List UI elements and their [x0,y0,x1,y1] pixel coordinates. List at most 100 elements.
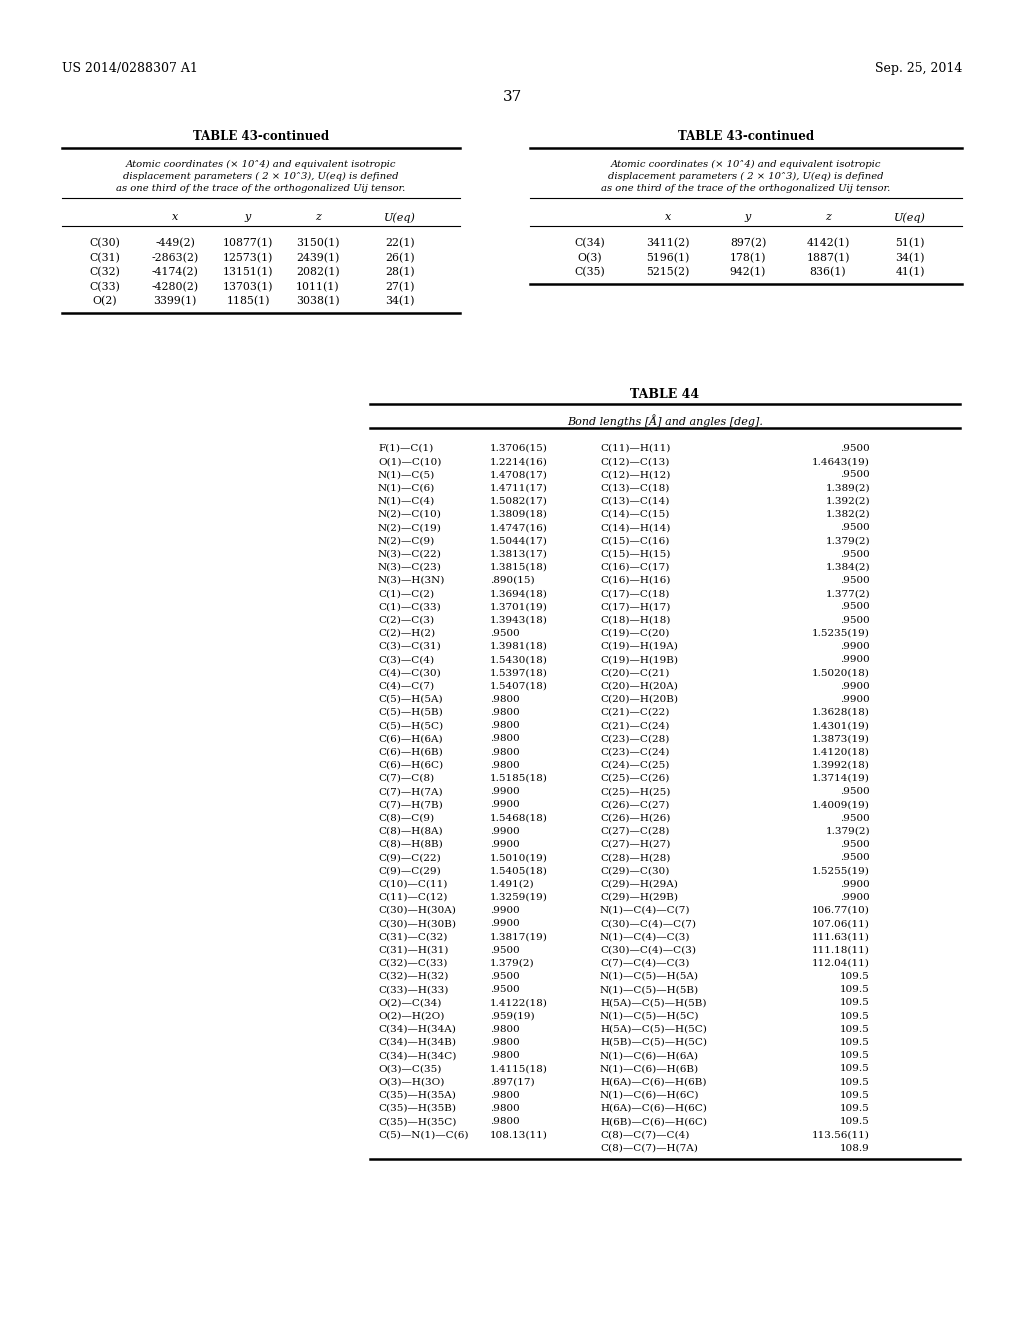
Text: O(3)—C(35): O(3)—C(35) [378,1064,441,1073]
Text: C(13)—C(18): C(13)—C(18) [600,483,670,492]
Text: C(35): C(35) [574,267,605,277]
Text: .9900: .9900 [490,800,520,809]
Text: C(25)—H(25): C(25)—H(25) [600,787,671,796]
Text: 111.18(11): 111.18(11) [812,945,870,954]
Text: Atomic coordinates (× 10˄4) and equivalent isotropic: Atomic coordinates (× 10˄4) and equivale… [126,160,396,169]
Text: C(17)—C(18): C(17)—C(18) [600,589,670,598]
Text: C(14)—C(15): C(14)—C(15) [600,510,670,519]
Text: H(6B)—C(6)—H(6C): H(6B)—C(6)—H(6C) [600,1117,707,1126]
Text: C(31)—C(32): C(31)—C(32) [378,932,447,941]
Text: .9800: .9800 [490,760,520,770]
Text: .9500: .9500 [841,853,870,862]
Text: 1.384(2): 1.384(2) [825,562,870,572]
Text: .9900: .9900 [841,642,870,651]
Text: 109.5: 109.5 [841,1117,870,1126]
Text: 34(1): 34(1) [895,252,925,263]
Text: C(6)—H(6B): C(6)—H(6B) [378,747,442,756]
Text: .9900: .9900 [841,655,870,664]
Text: 1.4747(16): 1.4747(16) [490,523,548,532]
Text: .9500: .9500 [841,787,870,796]
Text: C(23)—C(24): C(23)—C(24) [600,747,670,756]
Text: C(8)—C(7)—C(4): C(8)—C(7)—C(4) [600,1130,689,1139]
Text: y: y [744,213,752,222]
Text: .9900: .9900 [490,906,520,915]
Text: 1887(1): 1887(1) [806,252,850,263]
Text: 1.5468(18): 1.5468(18) [490,813,548,822]
Text: 108.13(11): 108.13(11) [490,1130,548,1139]
Text: 1.392(2): 1.392(2) [825,496,870,506]
Text: 1.3706(15): 1.3706(15) [490,444,548,453]
Text: .9800: .9800 [490,734,520,743]
Text: 1.5185(18): 1.5185(18) [490,774,548,783]
Text: .9800: .9800 [490,708,520,717]
Text: C(7)—H(7B): C(7)—H(7B) [378,800,442,809]
Text: .9500: .9500 [490,972,520,981]
Text: U(eq): U(eq) [384,213,416,223]
Text: C(29)—H(29B): C(29)—H(29B) [600,892,678,902]
Text: .9500: .9500 [841,840,870,849]
Text: C(34)—H(34C): C(34)—H(34C) [378,1051,457,1060]
Text: .9800: .9800 [490,747,520,756]
Text: .9500: .9500 [490,628,520,638]
Text: 1.5235(19): 1.5235(19) [812,628,870,638]
Text: 41(1): 41(1) [895,267,925,277]
Text: C(21)—C(22): C(21)—C(22) [600,708,670,717]
Text: x: x [172,213,178,222]
Text: C(9)—C(29): C(9)—C(29) [378,866,440,875]
Text: .9500: .9500 [490,945,520,954]
Text: C(19)—H(19A): C(19)—H(19A) [600,642,678,651]
Text: .9800: .9800 [490,1104,520,1113]
Text: N(3)—C(23): N(3)—C(23) [378,562,442,572]
Text: .9900: .9900 [841,681,870,690]
Text: 3399(1): 3399(1) [154,296,197,306]
Text: C(5)—H(5A): C(5)—H(5A) [378,694,442,704]
Text: displacement parameters ( 2 × 10˄3), U(eq) is defined: displacement parameters ( 2 × 10˄3), U(e… [608,172,884,181]
Text: 13703(1): 13703(1) [223,281,273,292]
Text: U(eq): U(eq) [894,213,926,223]
Text: 3038(1): 3038(1) [296,296,340,306]
Text: .9900: .9900 [490,787,520,796]
Text: 1.3813(17): 1.3813(17) [490,549,548,558]
Text: N(2)—C(19): N(2)—C(19) [378,523,442,532]
Text: H(6A)—C(6)—H(6B): H(6A)—C(6)—H(6B) [600,1077,707,1086]
Text: z: z [825,213,830,222]
Text: C(8)—H(8A): C(8)—H(8A) [378,826,442,836]
Text: 109.5: 109.5 [841,1077,870,1086]
Text: 1011(1): 1011(1) [296,281,340,292]
Text: 28(1): 28(1) [385,267,415,277]
Text: 1.379(2): 1.379(2) [825,826,870,836]
Text: Bond lengths [Å] and angles [deg].: Bond lengths [Å] and angles [deg]. [567,414,763,426]
Text: C(3)—C(31): C(3)—C(31) [378,642,440,651]
Text: O(2)—H(2O): O(2)—H(2O) [378,1011,444,1020]
Text: C(9)—C(22): C(9)—C(22) [378,853,440,862]
Text: 1.3809(18): 1.3809(18) [490,510,548,519]
Text: 178(1): 178(1) [730,252,766,263]
Text: 106.77(10): 106.77(10) [812,906,870,915]
Text: 1.4643(19): 1.4643(19) [812,457,870,466]
Text: H(5B)—C(5)—H(5C): H(5B)—C(5)—H(5C) [600,1038,707,1047]
Text: C(13)—C(14): C(13)—C(14) [600,496,670,506]
Text: 1.5020(18): 1.5020(18) [812,668,870,677]
Text: C(20)—H(20B): C(20)—H(20B) [600,694,678,704]
Text: C(24)—C(25): C(24)—C(25) [600,760,670,770]
Text: 1.5010(19): 1.5010(19) [490,853,548,862]
Text: C(23)—C(28): C(23)—C(28) [600,734,670,743]
Text: C(29)—C(30): C(29)—C(30) [600,866,670,875]
Text: 3150(1): 3150(1) [296,238,340,248]
Text: 1.4115(18): 1.4115(18) [490,1064,548,1073]
Text: C(6)—H(6A): C(6)—H(6A) [378,734,442,743]
Text: as one third of the trace of the orthogonalized Uij tensor.: as one third of the trace of the orthogo… [117,183,406,193]
Text: .9900: .9900 [490,919,520,928]
Text: Sep. 25, 2014: Sep. 25, 2014 [874,62,962,75]
Text: N(1)—C(5)—H(5B): N(1)—C(5)—H(5B) [600,985,699,994]
Text: 109.5: 109.5 [841,998,870,1007]
Text: C(7)—C(8): C(7)—C(8) [378,774,434,783]
Text: 1.2214(16): 1.2214(16) [490,457,548,466]
Text: C(34): C(34) [574,238,605,248]
Text: C(15)—C(16): C(15)—C(16) [600,536,670,545]
Text: C(19)—H(19B): C(19)—H(19B) [600,655,678,664]
Text: 3411(2): 3411(2) [646,238,690,248]
Text: 1.4009(19): 1.4009(19) [812,800,870,809]
Text: 1185(1): 1185(1) [226,296,269,306]
Text: N(1)—C(5): N(1)—C(5) [378,470,435,479]
